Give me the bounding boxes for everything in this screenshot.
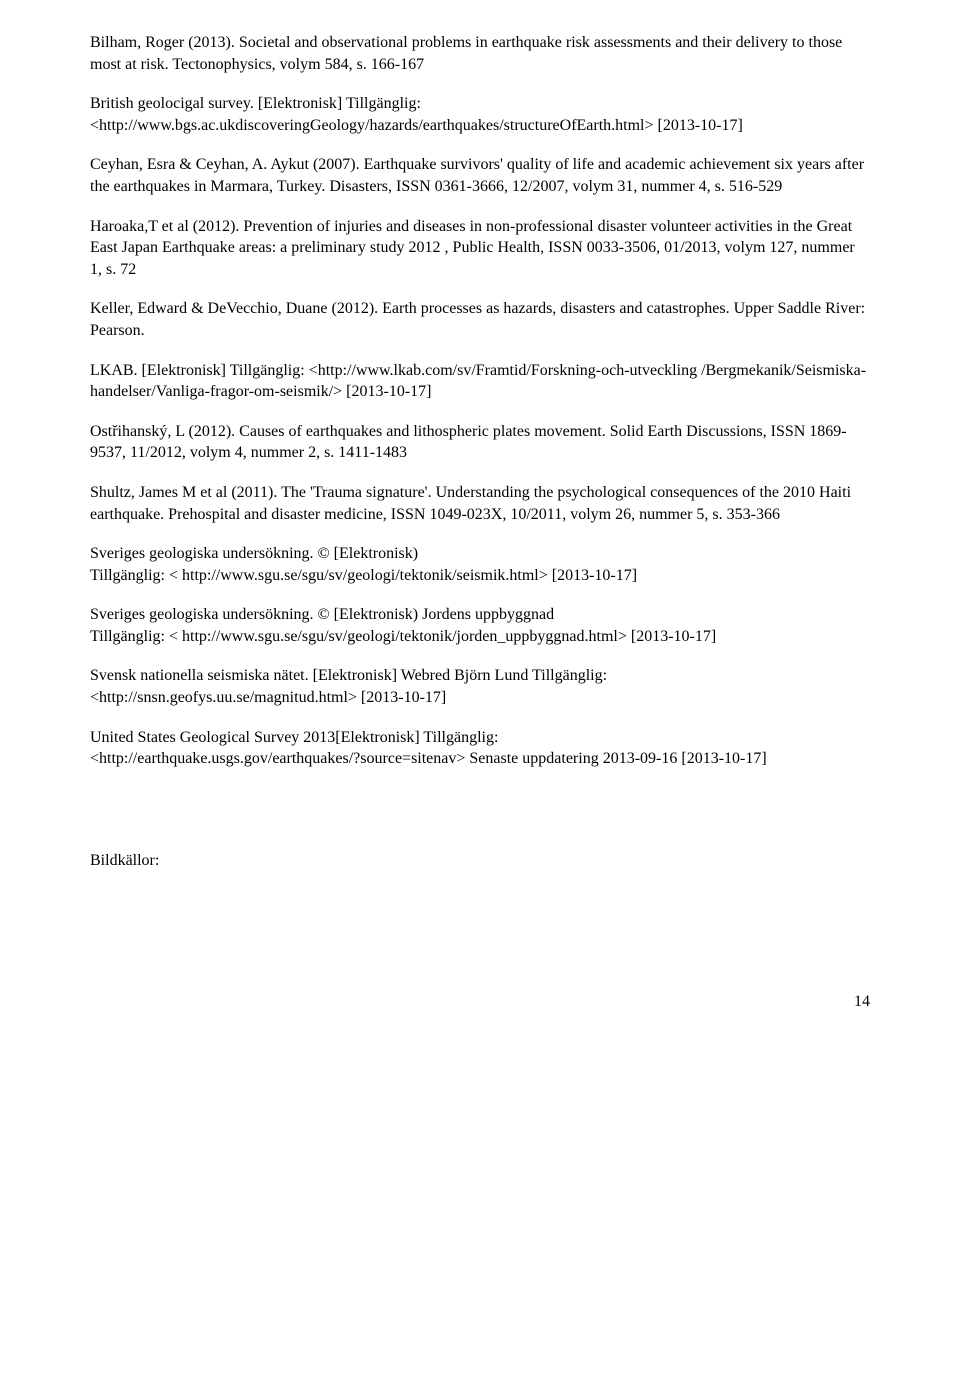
reference-bgs: British geolocigal survey. [Elektronisk]… <box>90 93 870 136</box>
reference-sgu-seismik-line2: Tillgänglig: < http://www.sgu.se/sgu/sv/… <box>90 567 637 584</box>
reference-lkab: LKAB. [Elektronisk] Tillgänglig: <http:/… <box>90 360 870 403</box>
reference-sgu-seismik: Sveriges geologiska undersökning. © [Ele… <box>90 543 870 586</box>
page-number: 14 <box>90 991 870 1013</box>
reference-ceyhan: Ceyhan, Esra & Ceyhan, A. Aykut (2007). … <box>90 154 870 197</box>
reference-sgu-jorden-line2: Tillgänglig: < http://www.sgu.se/sgu/sv/… <box>90 628 716 645</box>
reference-haroaka: Haroaka,T et al (2012). Prevention of in… <box>90 216 870 281</box>
reference-keller: Keller, Edward & DeVecchio, Duane (2012)… <box>90 298 870 341</box>
reference-sgu-seismik-line1: Sveriges geologiska undersökning. © [Ele… <box>90 545 418 562</box>
reference-shultz: Shultz, James M et al (2011). The 'Traum… <box>90 482 870 525</box>
reference-snsn: Svensk nationella seismiska nätet. [Elek… <box>90 665 870 708</box>
reference-sgu-jorden: Sveriges geologiska undersökning. © [Ele… <box>90 604 870 647</box>
reference-bilham: Bilham, Roger (2013). Societal and obser… <box>90 32 870 75</box>
reference-usgs-line1: United States Geological Survey 2013[Ele… <box>90 729 498 746</box>
reference-usgs-line2: <http://earthquake.usgs.gov/earthquakes/… <box>90 750 767 767</box>
image-sources-heading: Bildkällor: <box>90 850 870 872</box>
reference-usgs: United States Geological Survey 2013[Ele… <box>90 727 870 770</box>
reference-ostrihansky: Ostřihanský, L (2012). Causes of earthqu… <box>90 421 870 464</box>
reference-sgu-jorden-line1: Sveriges geologiska undersökning. © [Ele… <box>90 606 554 623</box>
